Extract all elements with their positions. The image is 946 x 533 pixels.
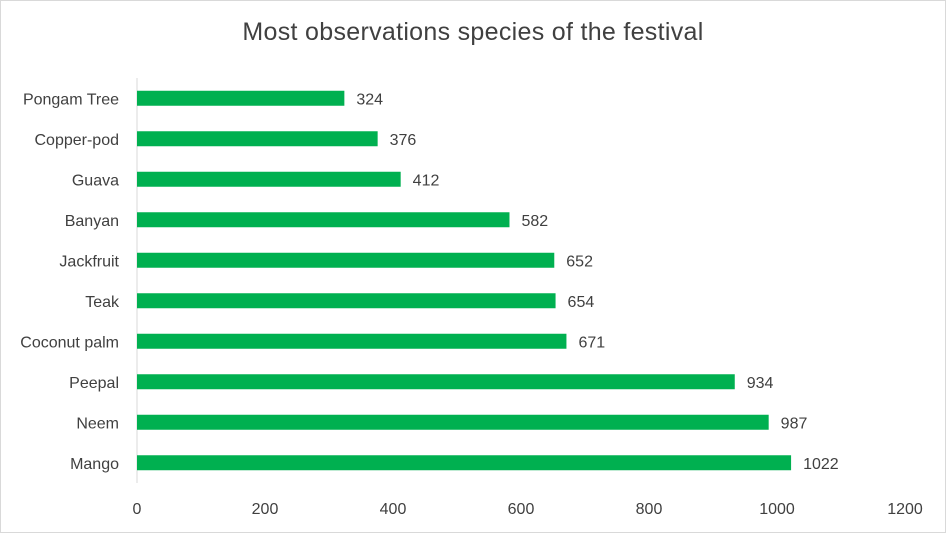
bar-guava <box>137 171 401 187</box>
bars-layer <box>137 90 792 471</box>
category-label: Copper-pod <box>35 132 120 149</box>
data-label: 671 <box>578 334 605 351</box>
x-tick-label: 0 <box>133 501 142 518</box>
bar-coconut-palm <box>137 333 567 349</box>
bar-mango <box>137 455 792 471</box>
chart-title: Most observations species of the festiva… <box>242 18 704 46</box>
data-label: 652 <box>566 253 593 270</box>
bar-pongam-tree <box>137 90 345 106</box>
bar-jackfruit <box>137 252 555 268</box>
category-label: Mango <box>70 456 119 473</box>
data-label: 412 <box>413 172 440 189</box>
bar-peepal <box>137 374 735 390</box>
x-tick-label: 1200 <box>887 501 923 518</box>
data-label: 987 <box>781 415 808 432</box>
category-label: Teak <box>85 294 120 311</box>
data-label: 934 <box>747 375 774 392</box>
labels-layer: Mango 1022 Neem 987 Peepal 934 Coconut palm 671… <box>20 91 838 473</box>
category-label: Pongam Tree <box>23 91 119 108</box>
category-label: Peepal <box>69 375 119 392</box>
category-label: Neem <box>76 415 119 432</box>
data-label: 324 <box>356 91 383 108</box>
bar-banyan <box>137 212 510 228</box>
data-label: 582 <box>521 213 548 230</box>
x-tick-label: 400 <box>380 501 407 518</box>
data-label: 376 <box>390 132 417 149</box>
category-label: Banyan <box>65 213 119 230</box>
x-tick-label: 200 <box>252 501 279 518</box>
x-tick-label: 800 <box>636 501 663 518</box>
category-label: Jackfruit <box>59 253 119 270</box>
category-label: Guava <box>72 172 119 189</box>
ticks-layer: 0 200 400 600 800 1000 1200 <box>133 501 923 518</box>
x-tick-label: 600 <box>508 501 535 518</box>
bar-teak <box>137 293 556 309</box>
bar-neem <box>137 414 769 430</box>
data-label: 654 <box>568 294 595 311</box>
bar-copper-pod <box>137 131 378 147</box>
data-label: 1022 <box>803 456 839 473</box>
category-label: Coconut palm <box>20 334 119 351</box>
x-tick-label: 1000 <box>759 501 795 518</box>
